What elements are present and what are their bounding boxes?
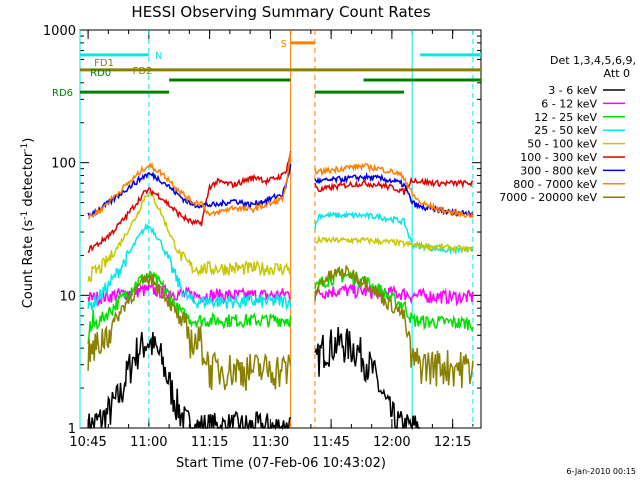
x-tick-label: 12:00 [373, 435, 410, 450]
legend-entry-label: 300 - 800 keV [520, 164, 597, 177]
series-line [88, 151, 474, 220]
legend-entry-label: 3 - 6 keV [548, 84, 597, 97]
plot-area: 1 10 100 1000 10:45 11:00 11:15 11:30 11:45 12:00… [43, 24, 482, 450]
x-tick-label: 12:15 [434, 435, 471, 450]
y-axis-label-sup-2: -1 [20, 143, 30, 152]
x-axis-label: Start Time (07-Feb-06 10:43:02) [176, 456, 386, 471]
flag-label: N [155, 51, 162, 62]
legend-entry-label: 7000 - 20000 keV [499, 191, 597, 204]
footer-date: 6-Jan-2010 00:15 [566, 467, 636, 476]
flag-label: RD6 [52, 88, 73, 99]
y-axis-label-text: Count Rate (s [21, 220, 36, 309]
y-tick-label: 100 [51, 157, 76, 172]
y-tick-label: 1 [68, 422, 76, 437]
legend-entry-label: 25 - 50 keV [534, 124, 597, 137]
y-axis-label-sup-1: -1 [20, 211, 30, 220]
series-line [87, 163, 474, 218]
x-tick-label: 10:45 [69, 435, 106, 450]
legend-header-2: Att 0 [604, 67, 630, 80]
y-tick-label: 1000 [43, 24, 76, 39]
y-axis-label: Count Rate (s-1 detector-1) [20, 138, 36, 309]
flag-label: S [281, 39, 287, 50]
legend-entry-label: 6 - 12 keV [541, 97, 597, 110]
chart-title: HESSI Observing Summary Count Rates [131, 3, 430, 21]
series-line [87, 265, 474, 391]
series-line [87, 151, 474, 254]
legend-entry-label: 12 - 25 keV [534, 111, 597, 124]
flag-label: FD1 [94, 58, 114, 69]
legend-entry-label: 50 - 100 keV [527, 138, 597, 151]
x-tick-label: 11:15 [191, 435, 228, 450]
y-tick-label: 10 [59, 289, 76, 304]
series-line [87, 326, 421, 431]
y-axis-label-tail: detector [21, 151, 36, 211]
legend-header-1: Det 1,3,4,5,6,9, [550, 54, 636, 67]
y-axis-label-end: ) [21, 138, 36, 143]
x-tick-label: 11:30 [252, 435, 289, 450]
x-tick-label: 11:45 [312, 435, 349, 450]
legend-entry-label: 100 - 300 keV [520, 151, 597, 164]
flag-label: FD2 [133, 66, 153, 77]
x-tick-label: 11:00 [130, 435, 167, 450]
flag-label: RD0 [90, 68, 111, 79]
series-line [87, 189, 474, 283]
series-line [87, 210, 474, 311]
legend-entry-label: 800 - 7000 keV [513, 178, 597, 191]
